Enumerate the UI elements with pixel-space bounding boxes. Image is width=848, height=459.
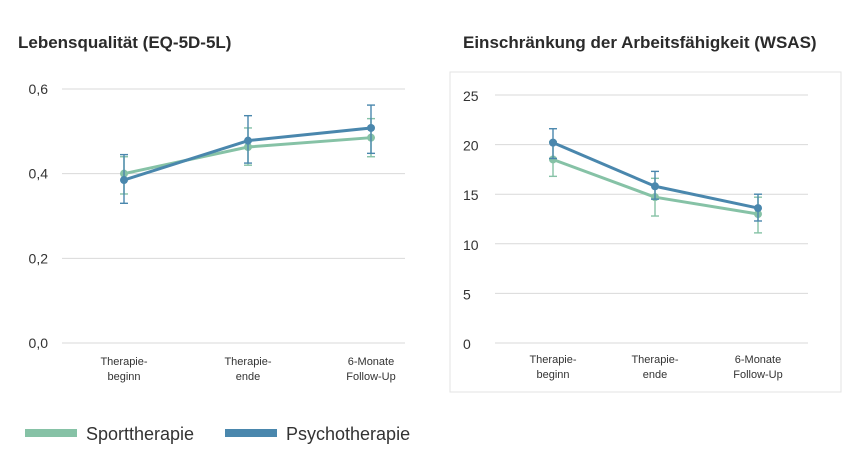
x-category-label-line: Therapie-	[631, 354, 678, 366]
x-category-label: Therapie-beginn	[529, 354, 576, 381]
series-psychotherapie	[549, 128, 762, 222]
y-tick-label: 15	[463, 187, 479, 203]
x-category-label-line: Therapie-	[224, 356, 271, 368]
y-tick-label: 0,6	[29, 81, 49, 97]
x-category-label-line: Therapie-	[100, 356, 147, 368]
x-category-label-line: Therapie-	[529, 354, 576, 366]
chart-lebensqualitaet: Lebensqualität (EQ-5D-5L) 0,0 0,2 0,4 0,6 T…	[18, 33, 405, 383]
data-point	[244, 136, 252, 145]
chart-frame	[449, 71, 842, 393]
y-tick-label: 0	[463, 336, 471, 352]
data-point	[651, 182, 659, 191]
x-category-label-line: ende	[236, 371, 260, 383]
y-tick-label: 0,0	[29, 335, 49, 351]
data-point	[754, 204, 762, 213]
x-category-label: 6-Monate Follow-Up	[346, 356, 396, 383]
x-category-label-line: beginn	[107, 371, 140, 383]
x-category-label-line: 6-Monate	[735, 354, 781, 366]
series-psychotherapie	[120, 104, 375, 205]
x-category-label: Therapie-ende	[631, 354, 678, 381]
x-category-label-line: Follow-Up	[733, 369, 783, 381]
legend: Sporttherapie Psychotherapie	[25, 424, 410, 444]
chart-title: Einschränkung der Arbeitsfähigkeit (WSAS…	[463, 33, 817, 52]
legend-swatch-psychotherapie	[225, 429, 277, 437]
x-category-label-line: beginn	[536, 369, 569, 381]
y-tick-label: 10	[463, 237, 479, 253]
x-category-label: 6-Monate Follow-Up	[733, 354, 783, 381]
x-category-label: Therapie-beginn	[100, 356, 147, 383]
data-point	[120, 176, 128, 185]
data-point	[549, 155, 557, 164]
y-tick-label: 20	[463, 138, 479, 154]
x-category-label-line: Follow-Up	[346, 371, 396, 383]
y-tick-label: 0,2	[29, 250, 49, 266]
x-category-label-line: 6-Monate	[348, 356, 394, 368]
data-point	[549, 138, 557, 147]
legend-swatch-sporttherapie	[25, 429, 77, 437]
y-tick-label: 0,4	[29, 166, 49, 182]
chart-wsas: Einschränkung der Arbeitsfähigkeit (WSAS…	[449, 33, 842, 393]
data-point	[367, 123, 375, 132]
y-tick-label: 5	[463, 286, 471, 302]
legend-label-sporttherapie: Sporttherapie	[86, 424, 194, 444]
x-category-label-line: ende	[643, 369, 667, 381]
y-tick-label: 25	[463, 88, 479, 104]
chart-title: Lebensqualität (EQ-5D-5L)	[18, 33, 231, 52]
legend-label-psychotherapie: Psychotherapie	[286, 424, 410, 444]
x-category-label: Therapie-ende	[224, 356, 271, 383]
